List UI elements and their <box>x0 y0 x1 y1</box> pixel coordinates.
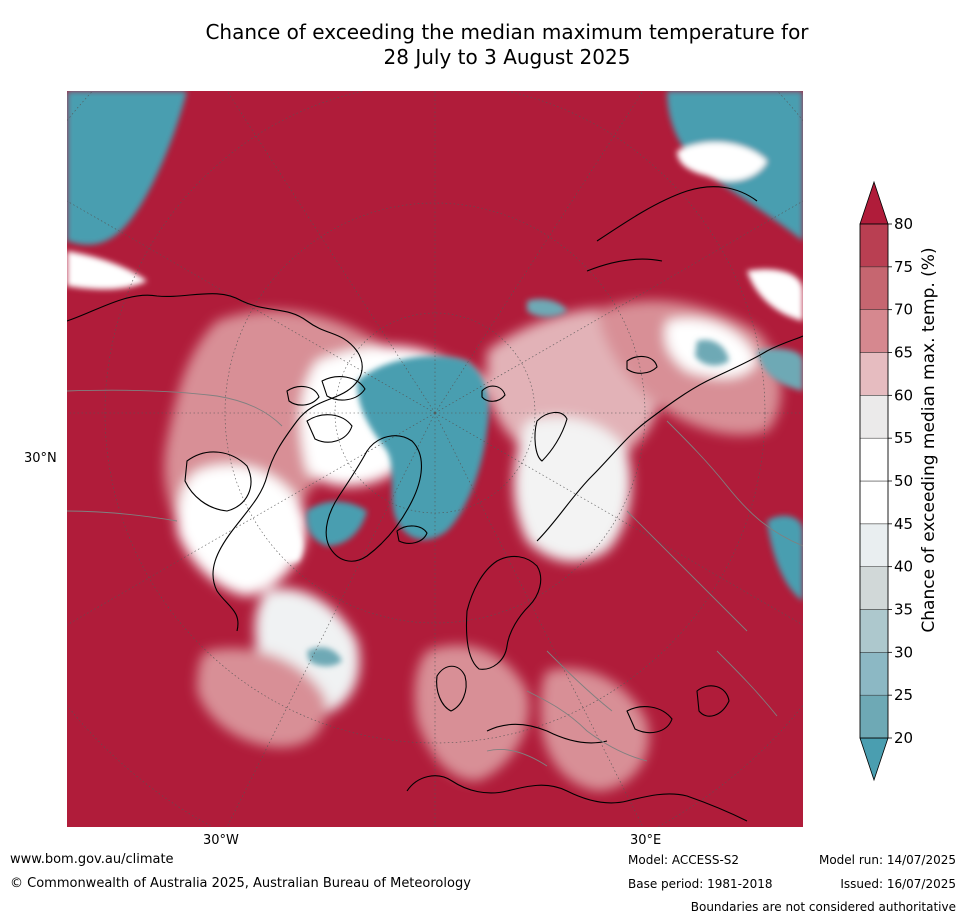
title-line-1: Chance of exceeding the median maximum t… <box>205 20 809 44</box>
colorbar-tick-label: 30 <box>894 643 913 661</box>
country-borders <box>67 389 803 767</box>
colorbar-tick-label: 55 <box>894 429 913 447</box>
colorbar-tick-label: 60 <box>894 386 913 404</box>
coastlines <box>67 186 803 822</box>
colorbar-title-text: Chance of exceeding median max. temp. (%… <box>919 247 939 633</box>
colorbar-band <box>859 566 889 610</box>
copyright-notice: © Commonwealth of Australia 2025, Austra… <box>10 876 471 891</box>
colorbar-tick-label: 20 <box>894 729 913 747</box>
colorbar-band <box>859 694 889 739</box>
colorbar-tick-label: 70 <box>894 301 913 319</box>
graticule <box>67 91 803 827</box>
colorbar-tick-label: 45 <box>894 515 913 533</box>
colorbar-band <box>859 480 889 525</box>
colorbar-band <box>859 352 889 396</box>
colorbar-tick-label: 50 <box>894 472 913 490</box>
issued-date: Issued: 16/07/2025 <box>840 877 956 891</box>
chart-title: Chance of exceeding the median maximum t… <box>0 20 965 70</box>
colorbar-tick-label: 40 <box>894 558 913 576</box>
colorbar: 20 25 30 35 40 45 50 55 60 65 70 75 80 <box>850 180 960 790</box>
colorbar-tick-label: 65 <box>894 344 913 362</box>
colorbar-band <box>859 266 889 310</box>
colorbar-band <box>859 652 889 696</box>
boundaries-disclaimer: Boundaries are not considered authoritat… <box>690 900 956 914</box>
colorbar-band <box>859 609 889 653</box>
latitude-label-30n: 30°N <box>24 451 57 466</box>
probability-field-low <box>67 91 803 667</box>
colorbar-tick-label: 80 <box>894 215 913 233</box>
colorbar-band <box>859 309 889 353</box>
colorbar-band <box>859 395 889 439</box>
colorbar-band <box>859 437 889 482</box>
colorbar-tick-label: 75 <box>894 258 913 276</box>
colorbar-tick-label: 25 <box>894 686 913 704</box>
colorbar-band <box>859 523 889 567</box>
longitude-label-30w: 30°W <box>203 833 239 848</box>
colorbar-band <box>859 223 889 268</box>
colorbar-over-arrow <box>859 180 889 225</box>
colorbar-tick-label: 35 <box>894 601 913 619</box>
longitude-label-30e: 30°E <box>630 833 662 848</box>
base-period: Base period: 1981-2018 <box>628 877 773 891</box>
probability-map <box>67 91 803 827</box>
model-name: Model: ACCESS-S2 <box>628 853 740 867</box>
website-link[interactable]: www.bom.gov.au/climate <box>10 852 174 867</box>
title-line-2: 28 July to 3 August 2025 <box>383 45 631 69</box>
model-run-date: Model run: 14/07/2025 <box>818 853 956 867</box>
colorbar-under-arrow <box>859 737 889 782</box>
